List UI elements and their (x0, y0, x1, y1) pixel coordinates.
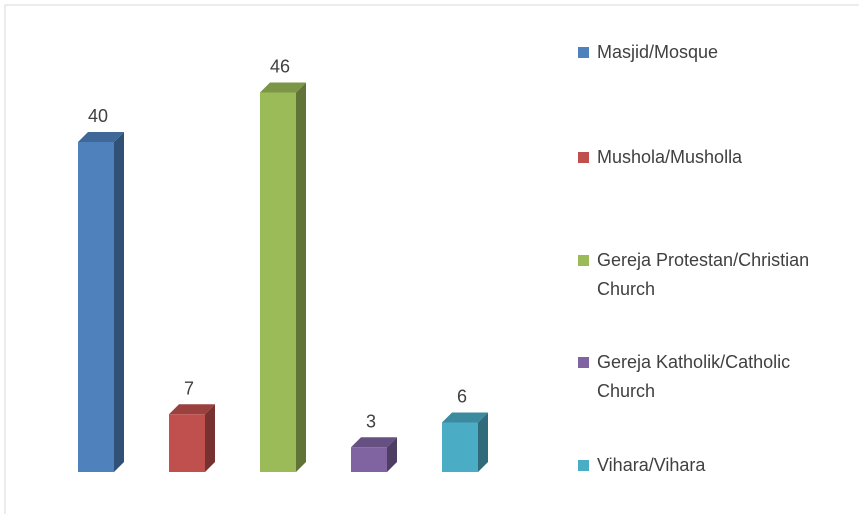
legend-swatch (578, 357, 589, 368)
bar-side (205, 404, 215, 472)
bar (78, 142, 114, 472)
bar-side (387, 437, 397, 472)
legend-item: Gereja Katholik/Catholic Church (578, 348, 828, 406)
bar-top (351, 437, 397, 448)
bar-side (296, 82, 306, 472)
bar-side (478, 412, 488, 472)
bar-top (169, 404, 215, 415)
bar-top (260, 82, 306, 93)
legend-swatch (578, 460, 589, 471)
bar (169, 414, 205, 472)
bar-top (442, 412, 488, 423)
legend-item: Masjid/Mosque (578, 38, 828, 67)
bar-side (114, 132, 124, 472)
bar-top (78, 132, 124, 142)
legend-swatch (578, 152, 589, 163)
value-label: 3 (366, 411, 376, 431)
legend-label: Masjid/Mosque (597, 42, 719, 62)
bar (442, 422, 478, 472)
legend-label: Vihara/Vihara (597, 455, 706, 475)
value-label: 6 (457, 387, 467, 407)
chart-frame (4, 4, 859, 514)
legend-swatch (578, 47, 589, 58)
legend-label: Mushola/Musholla (597, 147, 743, 167)
bar (260, 92, 296, 472)
legend-item: Vihara/Vihara (578, 451, 828, 480)
legend-swatch (578, 255, 589, 266)
legend-label: Gereja Katholik/Catholic Church (597, 352, 791, 401)
value-label: 7 (184, 378, 194, 398)
bar (351, 447, 387, 472)
legend-label: Gereja Protestan/Christian Church (597, 250, 810, 299)
legend-item: Mushola/Musholla (578, 143, 828, 172)
value-label: 40 (88, 106, 108, 126)
legend-item: Gereja Protestan/Christian Church (578, 246, 828, 304)
value-label: 46 (270, 57, 290, 77)
